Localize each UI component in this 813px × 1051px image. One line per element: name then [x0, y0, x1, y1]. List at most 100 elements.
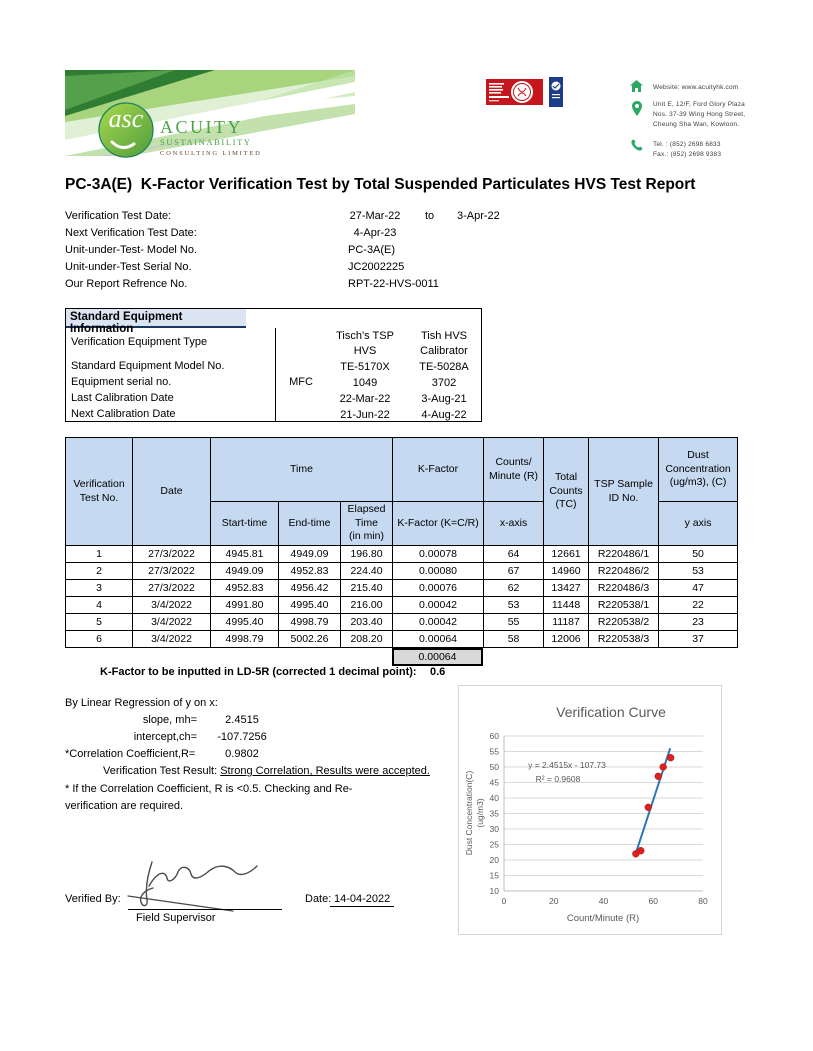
verification-curve-chart: 10 15 20 25 30 35 40 45 50 55 60 0 20 40 60 80 Verifica…	[458, 685, 722, 935]
table-cell: 62	[483, 579, 545, 597]
svg-text:20: 20	[490, 855, 500, 865]
info-label: Next Verification Test Date:	[65, 227, 197, 239]
info-row-serial-no: Unit-under-Test Serial No. JC2002225	[65, 261, 665, 278]
table-cell: R220538/3	[588, 630, 660, 648]
table-row: 4 3/4/2022 4991.80 4995.40 216.00 0.00042 53 11…	[65, 596, 739, 614]
table-row: 5 3/4/2022 4995.40 4998.79 203.40 0.00042 55 11…	[65, 613, 739, 631]
equipment-value: 4-Aug-22	[421, 409, 467, 421]
table-cell: 64	[483, 545, 545, 563]
svg-text:40: 40	[599, 896, 609, 906]
chart-series	[632, 747, 675, 858]
letterhead-swoosh-graphic: asc ACUITY SUSTAINABILITY CONSULTING LIM…	[65, 70, 355, 168]
col-header-date: Date	[132, 437, 211, 546]
equipment-value: TE-5028A	[419, 361, 469, 373]
table-cell: 50	[658, 545, 739, 563]
info-value: PC-3A(E)	[348, 244, 396, 256]
chart-annotation-equation: y = 2.4515x - 107.73	[528, 760, 606, 770]
table-cell: 4995.40	[278, 596, 341, 614]
table-cell: 3	[65, 579, 133, 597]
table-cell: 1	[65, 545, 133, 563]
svg-text:40: 40	[490, 793, 500, 803]
chart-ylabel-line2: (ug/m3)	[475, 798, 485, 827]
table-cell: 4995.40	[210, 613, 279, 631]
table-row: 3 27/3/2022 4952.83 4956.42 215.40 0.00076 62 1…	[65, 579, 739, 597]
blue-certification-badge-icon	[549, 77, 563, 107]
equipment-label: Equipment serial no.	[71, 376, 172, 388]
table-cell: 203.40	[339, 613, 394, 631]
table-cell: 224.40	[339, 562, 394, 580]
k-factor-average-cell: 0.00064	[392, 648, 483, 666]
info-connector: to	[425, 210, 435, 222]
address-line-2: Nos. 37-39 Wing Hong Street,	[653, 111, 746, 118]
col-header-start-time: Start-time	[210, 501, 279, 546]
equipment-label: Next Calibration Date	[71, 408, 176, 420]
col-header-x-axis: x-axis	[483, 501, 545, 546]
address-line-1: Unit E, 12/F, Ford Glory Plaza	[653, 101, 745, 108]
col-header-tsp-sample: TSP Sample ID No.	[588, 437, 660, 546]
signer-role: Field Supervisor	[136, 912, 216, 924]
signature-scribble	[127, 861, 258, 912]
equipment-row: Equipment serial no. MFC 1049 3702	[66, 375, 481, 391]
slope-label: slope, mh=	[142, 714, 197, 726]
result-value: Strong Correlation, Results were accepte…	[220, 765, 430, 777]
equipment-row: Verification Equipment Type Tisch’s TSP …	[66, 328, 481, 359]
info-value: JC2002225	[348, 261, 405, 273]
table-cell: 67	[483, 562, 545, 580]
table-cell: 196.80	[339, 545, 394, 563]
equipment-value: Tish HVS Calibrator	[420, 330, 468, 357]
table-cell: 22	[658, 596, 739, 614]
equipment-info-table: Standard Equipment Information Verificat…	[65, 308, 482, 422]
page-title: PC-3A(E) K-Factor Verification Test by T…	[65, 176, 696, 193]
table-cell: R220538/1	[588, 596, 660, 614]
col-header-counts-minute: Counts/ Minute (R)	[483, 437, 545, 502]
logo-monogram: asc	[109, 104, 144, 133]
fax-text: Fax.: (852) 2698 9383	[653, 151, 722, 158]
table-cell: R220486/3	[588, 579, 660, 597]
table-cell: 0.00042	[392, 596, 485, 614]
info-label: Unit-under-Test Serial No.	[65, 261, 192, 273]
equipment-table-divider	[275, 328, 277, 421]
table-cell: 53	[658, 562, 739, 580]
table-cell: 14960	[543, 562, 590, 580]
info-value: 27-Mar-22	[349, 210, 401, 222]
svg-text:60: 60	[649, 896, 659, 906]
table-cell: 47	[658, 579, 739, 597]
chart-annotation-r2: R² = 0.9608	[536, 774, 581, 784]
table-cell: 27/3/2022	[132, 545, 211, 563]
result-row: Verification Test Result: Strong Correla…	[103, 765, 430, 777]
equipment-value: 1049	[352, 377, 378, 389]
table-cell: 215.40	[339, 579, 394, 597]
result-label: Verification Test Result:	[103, 765, 218, 777]
address-line-3: Cheung Sha Wan, Kowloon.	[653, 121, 740, 128]
col-header-kfactor-group: K-Factor	[392, 437, 485, 502]
equipment-value: 3702	[431, 377, 457, 389]
info-value: 4-Apr-23	[353, 227, 397, 239]
table-cell: 0.00078	[392, 545, 485, 563]
table-cell: R220538/2	[588, 613, 660, 631]
table-cell: 3/4/2022	[132, 630, 211, 648]
table-cell: 53	[483, 596, 545, 614]
table-cell: 0.00080	[392, 562, 485, 580]
svg-text:10: 10	[490, 886, 500, 896]
verified-by-label: Verified By:	[65, 893, 121, 905]
table-cell: 0.00064	[392, 630, 485, 648]
info-label: Our Report Refrence No.	[65, 278, 188, 290]
table-cell: 216.00	[339, 596, 394, 614]
equipment-value: 21-Jun-22	[340, 409, 390, 421]
table-cell: 6	[65, 630, 133, 648]
equipment-row: Next Calibration Date 21-Jun-22 4-Aug-22	[66, 407, 481, 423]
data-point	[654, 772, 662, 780]
data-point	[659, 763, 667, 771]
svg-text:45: 45	[490, 778, 500, 788]
table-cell: 11448	[543, 596, 590, 614]
tel-text: Tel. : (852) 2698 6833	[653, 141, 721, 148]
table-cell: 4956.42	[278, 579, 341, 597]
equipment-value: TE-5170X	[340, 361, 390, 373]
data-point	[644, 803, 652, 811]
table-cell: 4998.79	[278, 613, 341, 631]
table-cell: 11187	[543, 613, 590, 631]
equipment-label: Standard Equipment Model No.	[71, 360, 225, 372]
table-cell: 27/3/2022	[132, 562, 211, 580]
table-cell: 4949.09	[210, 562, 279, 580]
